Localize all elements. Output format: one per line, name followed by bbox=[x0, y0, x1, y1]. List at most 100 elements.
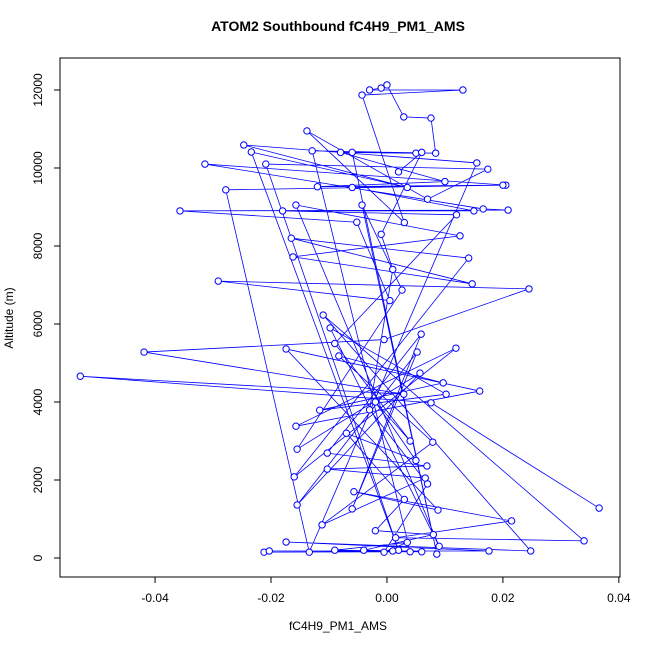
data-point bbox=[527, 547, 535, 555]
data-point bbox=[485, 547, 493, 555]
data-point bbox=[484, 165, 492, 173]
data-point bbox=[319, 311, 327, 319]
data-point bbox=[335, 352, 343, 360]
data-point bbox=[313, 183, 322, 191]
data-point bbox=[389, 265, 397, 274]
data-point bbox=[418, 148, 426, 157]
data-point bbox=[282, 345, 290, 353]
data-point bbox=[380, 335, 388, 344]
data-point bbox=[360, 546, 368, 554]
data-point bbox=[398, 286, 406, 294]
data-point bbox=[348, 148, 356, 157]
data-point bbox=[358, 201, 366, 209]
data-point bbox=[176, 207, 184, 215]
y-tick-label: 0 bbox=[31, 554, 45, 561]
series-line bbox=[80, 84, 600, 555]
x-tick-label: 0.04 bbox=[607, 591, 631, 605]
data-point bbox=[441, 177, 449, 186]
data-point bbox=[442, 390, 450, 398]
data-point bbox=[391, 534, 400, 542]
data-point bbox=[468, 280, 476, 288]
data-point bbox=[262, 160, 270, 168]
data-point bbox=[427, 114, 435, 122]
y-tick-label: 2000 bbox=[31, 466, 45, 493]
data-point bbox=[348, 505, 356, 513]
data-point bbox=[214, 277, 222, 285]
data-point bbox=[431, 149, 440, 157]
x-tick-label: -0.04 bbox=[141, 591, 169, 605]
data-point bbox=[433, 550, 441, 558]
data-point bbox=[400, 113, 408, 121]
data-point bbox=[318, 521, 326, 529]
data-point bbox=[377, 84, 385, 92]
data-point bbox=[292, 422, 300, 430]
data-point bbox=[278, 207, 287, 215]
data-point bbox=[403, 538, 411, 547]
data-point bbox=[456, 232, 464, 240]
y-tick-label: 12000 bbox=[31, 73, 45, 107]
data-point bbox=[413, 348, 421, 356]
data-point bbox=[452, 344, 460, 352]
data-point bbox=[377, 230, 385, 238]
data-point bbox=[400, 495, 409, 504]
data-point bbox=[308, 147, 316, 155]
data-point bbox=[323, 465, 331, 473]
data-point bbox=[470, 207, 478, 215]
data-point bbox=[406, 548, 414, 556]
data-point bbox=[580, 537, 588, 545]
data-point bbox=[479, 205, 487, 213]
x-axis-label: fC4H9_PM1_AMS bbox=[289, 619, 387, 633]
data-point bbox=[140, 348, 148, 356]
data-point bbox=[423, 195, 432, 203]
data-point bbox=[400, 390, 408, 398]
data-point bbox=[293, 445, 301, 453]
data-point bbox=[201, 160, 209, 168]
data-point bbox=[423, 462, 431, 470]
data-point bbox=[303, 127, 311, 135]
data-point bbox=[504, 206, 512, 214]
data-point bbox=[287, 234, 296, 242]
data-point bbox=[389, 547, 397, 555]
y-tick-label: 6000 bbox=[31, 310, 45, 337]
x-tick-label: 0.02 bbox=[491, 591, 515, 605]
data-point bbox=[365, 86, 374, 94]
x-tick-label: 0.00 bbox=[375, 591, 399, 605]
data-point bbox=[439, 379, 447, 387]
data-point bbox=[331, 339, 339, 348]
data-point bbox=[383, 81, 391, 89]
data-point bbox=[427, 399, 435, 407]
data-point bbox=[525, 285, 533, 293]
data-point bbox=[365, 406, 374, 414]
data-point bbox=[386, 296, 394, 305]
data-point bbox=[316, 406, 324, 414]
data-point bbox=[247, 148, 256, 156]
data-point bbox=[336, 148, 345, 157]
data-point bbox=[323, 449, 331, 457]
data-point bbox=[464, 254, 473, 262]
data-point bbox=[452, 211, 461, 219]
data-point bbox=[595, 504, 603, 512]
data-point bbox=[289, 253, 297, 261]
data-point bbox=[305, 548, 313, 556]
data-point bbox=[282, 538, 290, 546]
data-point bbox=[400, 218, 409, 227]
data-point bbox=[416, 369, 424, 377]
data-point bbox=[406, 437, 414, 445]
data-point bbox=[435, 542, 443, 551]
data-point bbox=[240, 141, 248, 149]
data-point bbox=[380, 548, 388, 556]
data-point bbox=[371, 527, 380, 535]
plot-frame bbox=[59, 57, 621, 578]
data-point bbox=[507, 517, 516, 525]
data-point bbox=[417, 330, 425, 338]
data-point bbox=[429, 438, 437, 446]
data-point bbox=[358, 91, 366, 99]
data-point bbox=[418, 548, 426, 556]
data-point bbox=[371, 398, 380, 406]
y-tick-label: 4000 bbox=[31, 388, 45, 415]
data-point bbox=[326, 324, 334, 332]
data-point bbox=[350, 488, 358, 496]
y-tick-label: 8000 bbox=[31, 232, 45, 259]
